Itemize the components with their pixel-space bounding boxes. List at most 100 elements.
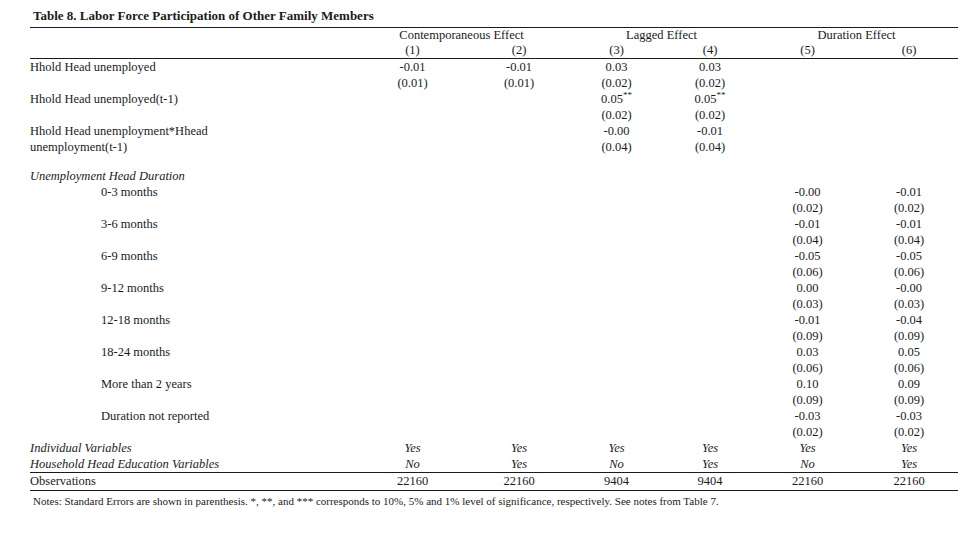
- column-number-empty: [30, 43, 355, 59]
- table-row: More than 2 years0.100.09: [30, 376, 958, 392]
- row-label: [30, 424, 355, 440]
- value-cell: [470, 200, 568, 216]
- value-cell: [355, 280, 470, 296]
- paper-page: Table 8. Labor Force Participation of Ot…: [0, 0, 978, 508]
- table-notes: Notes: Standard Errors are shown in pare…: [33, 494, 958, 508]
- value-cell: [470, 344, 568, 360]
- value-cell: Yes: [860, 456, 958, 473]
- value-cell: 0.03: [568, 59, 665, 76]
- value-cell: -0.01: [860, 216, 958, 232]
- value-cell: [568, 424, 665, 440]
- value-cell: -0.01: [665, 123, 755, 139]
- table-row: (0.03)(0.03): [30, 296, 958, 312]
- column-number-5: (5): [755, 43, 860, 59]
- value-cell: 0.00: [755, 280, 860, 296]
- value-cell: 9404: [665, 473, 755, 491]
- value-cell: [665, 232, 755, 248]
- row-label: Household Head Education Variables: [30, 456, 355, 473]
- value-cell: [665, 392, 755, 408]
- value-cell: [355, 392, 470, 408]
- value-cell: -0.04: [860, 312, 958, 328]
- value-cell: [860, 123, 958, 139]
- value-cell: [470, 184, 568, 200]
- value-cell: [355, 123, 470, 139]
- value-cell: [355, 408, 470, 424]
- value-cell: [568, 248, 665, 264]
- value-cell: [568, 168, 665, 184]
- value-cell: [755, 168, 860, 184]
- value-cell: [355, 91, 470, 107]
- value-cell: (0.02): [860, 424, 958, 440]
- value-cell: 0.05**: [568, 91, 665, 107]
- value-cell: 0.05: [860, 344, 958, 360]
- value-cell: -0.05: [860, 248, 958, 264]
- table-row: 0-3 months-0.00-0.01: [30, 184, 958, 200]
- value-cell: 9404: [568, 473, 665, 491]
- value-cell: [355, 376, 470, 392]
- column-number-3: (3): [568, 43, 665, 59]
- results-table: Contemporaneous Effect Lagged Effect Dur…: [30, 27, 958, 491]
- value-cell: [568, 392, 665, 408]
- table-body: Hhold Head unemployed-0.01-0.010.030.03(…: [30, 59, 958, 491]
- group-header-empty: [30, 28, 355, 44]
- table-row: 9-12 months0.00-0.00: [30, 280, 958, 296]
- value-cell: [470, 424, 568, 440]
- table-row: Hhold Head unemployment*Hhead-0.00-0.01: [30, 123, 958, 139]
- value-cell: 22160: [470, 473, 568, 491]
- value-cell: [355, 312, 470, 328]
- value-cell: (0.02): [568, 75, 665, 91]
- value-cell: -0.00: [860, 280, 958, 296]
- row-label: [30, 232, 355, 248]
- value-cell: [665, 184, 755, 200]
- value-cell: No: [568, 456, 665, 473]
- value-cell: 0.09: [860, 376, 958, 392]
- value-cell: (0.02): [665, 107, 755, 123]
- value-cell: (0.04): [755, 232, 860, 248]
- row-label: 0-3 months: [30, 184, 355, 200]
- value-cell: Yes: [755, 440, 860, 456]
- value-cell: [355, 216, 470, 232]
- value-cell: [470, 123, 568, 139]
- value-cell: [470, 312, 568, 328]
- value-cell: [568, 296, 665, 312]
- row-label: [30, 264, 355, 280]
- table-row: (0.09)(0.09): [30, 328, 958, 344]
- value-cell: [665, 296, 755, 312]
- column-number-row: (1) (2) (3) (4) (5) (6): [30, 43, 958, 59]
- value-cell: [755, 59, 860, 76]
- value-cell: [355, 328, 470, 344]
- value-cell: (0.02): [568, 107, 665, 123]
- value-cell: (0.09): [755, 392, 860, 408]
- value-cell: -0.03: [755, 408, 860, 424]
- value-cell: [568, 376, 665, 392]
- row-label: 3-6 months: [30, 216, 355, 232]
- column-number-2: (2): [470, 43, 568, 59]
- value-cell: [470, 280, 568, 296]
- value-cell: [470, 392, 568, 408]
- row-label: [30, 360, 355, 376]
- value-cell: [355, 360, 470, 376]
- value-cell: [470, 91, 568, 107]
- row-label: Individual Variables: [30, 440, 355, 456]
- value-cell: -0.01: [860, 184, 958, 200]
- value-cell: [355, 248, 470, 264]
- value-cell: [568, 408, 665, 424]
- value-cell: (0.01): [355, 75, 470, 91]
- table-row: (0.02)(0.02): [30, 200, 958, 216]
- row-label: Observations: [30, 473, 355, 491]
- value-cell: (0.06): [860, 264, 958, 280]
- value-cell: [755, 139, 860, 155]
- value-cell: (0.04): [665, 139, 755, 155]
- table-row: (0.04)(0.04): [30, 232, 958, 248]
- value-cell: [568, 264, 665, 280]
- significance-stars: **: [623, 91, 632, 100]
- value-cell: -0.05: [755, 248, 860, 264]
- value-cell: Yes: [355, 440, 470, 456]
- value-cell: No: [755, 456, 860, 473]
- value-cell: [355, 107, 470, 123]
- value-cell: [355, 200, 470, 216]
- value-cell: (0.09): [755, 328, 860, 344]
- table-row: 18-24 months0.030.05: [30, 344, 958, 360]
- value-cell: Yes: [665, 456, 755, 473]
- value-cell: [860, 155, 958, 168]
